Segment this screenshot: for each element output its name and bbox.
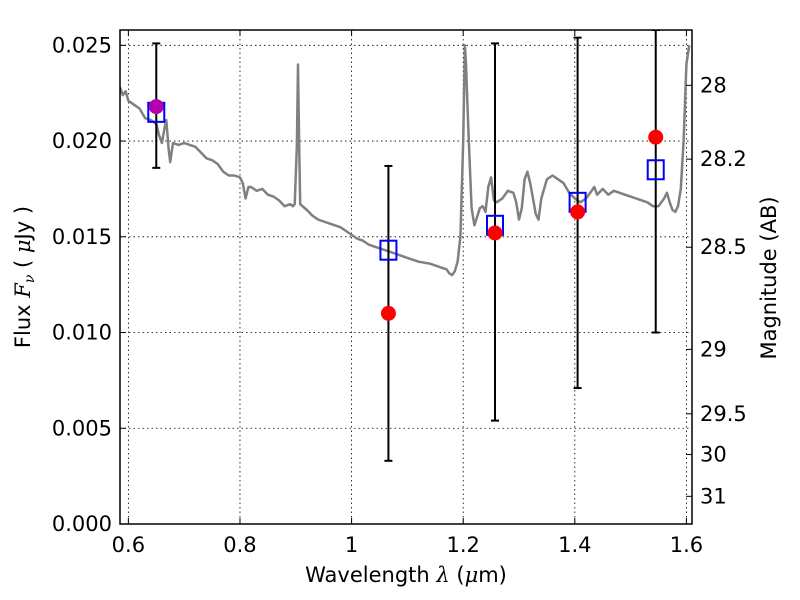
y2-tick-label: 28.5 (700, 235, 747, 259)
observed-flux-point (148, 99, 164, 115)
model-flux-square (646, 159, 665, 181)
y-tick-label: 0.000 (52, 512, 112, 536)
y2-axis-label: Magnitude (AB) (757, 196, 781, 359)
observed-flux-point (648, 129, 664, 145)
y-axis-right: 28 28.2 28.5 29 29.5 30 31 (686, 73, 747, 508)
spectrum-line (120, 44, 691, 277)
y-tick-label: 0.025 (52, 33, 112, 57)
x-tick-label: 0.6 (112, 533, 145, 557)
x-tick-label: 1.2 (446, 533, 479, 557)
x-tick-label: 1.6 (670, 533, 703, 557)
x-tick-label: 1.4 (558, 533, 591, 557)
model-flux-square (379, 239, 398, 261)
y2-tick-label: 31 (700, 484, 727, 508)
y-tick-label: 0.015 (52, 225, 112, 249)
y2-tick-label: 28 (700, 73, 727, 97)
plot-area (120, 30, 691, 462)
observed-flux-point (570, 204, 586, 220)
x-tick-label: 0.8 (223, 533, 256, 557)
plot-frame (119, 29, 693, 525)
y-tick-label: 0.020 (52, 129, 112, 153)
y2-tick-label: 29.5 (700, 402, 747, 426)
y2-tick-label: 29 (700, 337, 727, 361)
grid-lines (120, 30, 692, 525)
y2-tick-label: 30 (700, 442, 727, 466)
observed-flux-point (380, 305, 396, 321)
y2-tick-label: 28.2 (700, 147, 747, 171)
x-tick-label: 1 (345, 533, 358, 557)
x-axis-label: Wavelength λ (μm) (305, 563, 507, 587)
x-axis: 0.6 0.8 1 1.2 1.4 1.6 (112, 30, 703, 557)
observed-flux-point (487, 225, 503, 241)
y-tick-label: 0.010 (52, 321, 112, 345)
y-axis-label: Flux Fν ( μJy ) (11, 206, 38, 348)
y-axis-left: 0.000 0.005 0.010 0.015 0.020 0.025 (52, 33, 126, 536)
y-tick-label: 0.005 (52, 416, 112, 440)
